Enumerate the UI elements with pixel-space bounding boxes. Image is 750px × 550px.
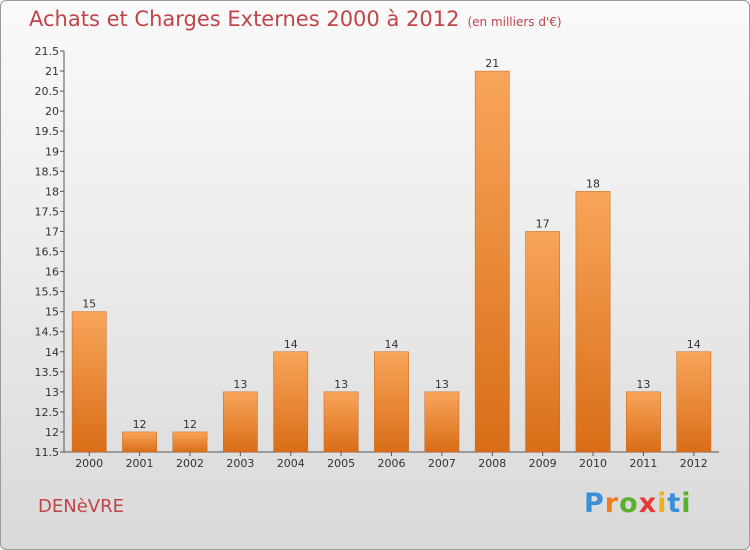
bar-2009	[525, 231, 561, 453]
y-tick-label: 14.5	[35, 326, 60, 339]
x-tick-label: 2011	[629, 457, 657, 470]
bar-2011	[626, 391, 661, 453]
chart-subtitle: (en milliers d'€)	[467, 15, 562, 29]
x-tick-label: 2012	[680, 457, 708, 470]
chart-title: Achats et Charges Externes 2000 à 2012 (e…	[29, 7, 562, 31]
y-tick-label: 21.5	[35, 45, 60, 58]
bar-2012	[676, 351, 712, 453]
y-tick-label: 13	[45, 386, 59, 399]
y-tick-label: 18.5	[35, 165, 60, 178]
y-tick-label: 16	[45, 266, 59, 279]
y-tick-label: 20	[45, 105, 59, 118]
y-tick-label: 12	[45, 426, 59, 439]
value-label-2004: 14	[284, 338, 298, 351]
bar-2008	[474, 70, 510, 453]
y-tick-label: 17	[45, 225, 59, 238]
x-tick-label: 2007	[428, 457, 456, 470]
x-tick-label: 2001	[126, 457, 154, 470]
y-tick-label: 15.5	[35, 286, 60, 299]
x-tick-label: 2000	[75, 457, 103, 470]
y-tick-label: 18	[45, 185, 59, 198]
chart-bars	[71, 70, 712, 453]
value-label-2010: 18	[586, 177, 600, 190]
y-tick-label: 20.5	[35, 85, 60, 98]
value-label-2006: 14	[385, 338, 399, 351]
proxiti-logo[interactable]: Proxiti	[584, 488, 692, 519]
x-tick-label: 2009	[529, 457, 557, 470]
y-tick-label: 14	[45, 346, 59, 359]
chart-labels: 2000 15 2001 12 2002 12 2003 13 2004 14 2005 13 2006…	[75, 57, 708, 470]
y-tick-label: 17.5	[35, 205, 60, 218]
bar-2002	[172, 431, 208, 453]
chart-axes: 11.5 12 12.5 13 13.5 14 14.5 15 15.5 16 16.5 17 17.5…	[35, 45, 719, 459]
value-label-2008: 21	[485, 57, 499, 70]
bar-2000	[71, 311, 107, 453]
bar-2004	[273, 351, 309, 453]
value-label-2005: 13	[334, 378, 348, 391]
value-label-2002: 12	[183, 418, 197, 431]
value-label-2000: 15	[82, 298, 96, 311]
bar-2001	[122, 431, 157, 453]
value-label-2009: 17	[536, 217, 550, 230]
bar-2006	[374, 351, 409, 453]
x-tick-label: 2005	[327, 457, 355, 470]
x-tick-label: 2003	[226, 457, 254, 470]
y-tick-label: 15	[45, 306, 59, 319]
y-tick-label: 16.5	[35, 246, 60, 259]
x-tick-label: 2002	[176, 457, 204, 470]
y-tick-label: 19	[45, 145, 59, 158]
y-tick-label: 11.5	[35, 446, 60, 459]
bar-2005	[323, 391, 359, 453]
value-label-2011: 13	[636, 378, 650, 391]
commune-name: DENèVRE	[38, 496, 124, 517]
value-label-2003: 13	[233, 378, 247, 391]
bar-2003	[222, 391, 258, 453]
value-label-2012: 14	[687, 338, 701, 351]
y-tick-label: 12.5	[35, 406, 60, 419]
x-tick-label: 2008	[478, 457, 506, 470]
x-tick-label: 2004	[277, 457, 305, 470]
y-tick-label: 21	[45, 65, 59, 78]
value-label-2001: 12	[133, 418, 147, 431]
chart-title-text: Achats et Charges Externes 2000 à 2012	[29, 7, 460, 31]
bar-2007	[424, 391, 460, 453]
x-tick-label: 2010	[579, 457, 607, 470]
y-tick-label: 19.5	[35, 125, 60, 138]
y-tick-label: 13.5	[35, 366, 60, 379]
bar-2010	[575, 191, 611, 453]
x-tick-label: 2006	[378, 457, 406, 470]
value-label-2007: 13	[435, 378, 449, 391]
